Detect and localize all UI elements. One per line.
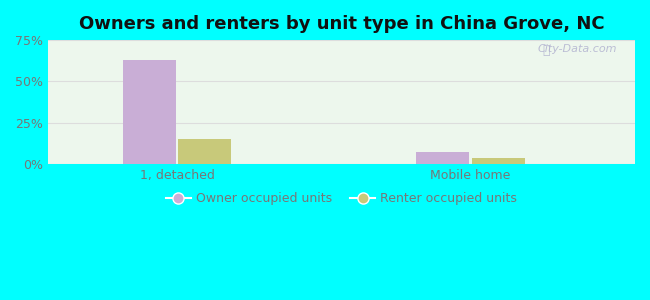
Bar — [179, 140, 231, 164]
Legend: Owner occupied units, Renter occupied units: Owner occupied units, Renter occupied un… — [161, 187, 523, 210]
Bar — [123, 60, 176, 164]
Text: City-Data.com: City-Data.com — [538, 44, 617, 54]
Bar — [416, 152, 469, 164]
Text: ⓘ: ⓘ — [542, 44, 550, 57]
Title: Owners and renters by unit type in China Grove, NC: Owners and renters by unit type in China… — [79, 15, 604, 33]
Bar — [472, 158, 525, 164]
